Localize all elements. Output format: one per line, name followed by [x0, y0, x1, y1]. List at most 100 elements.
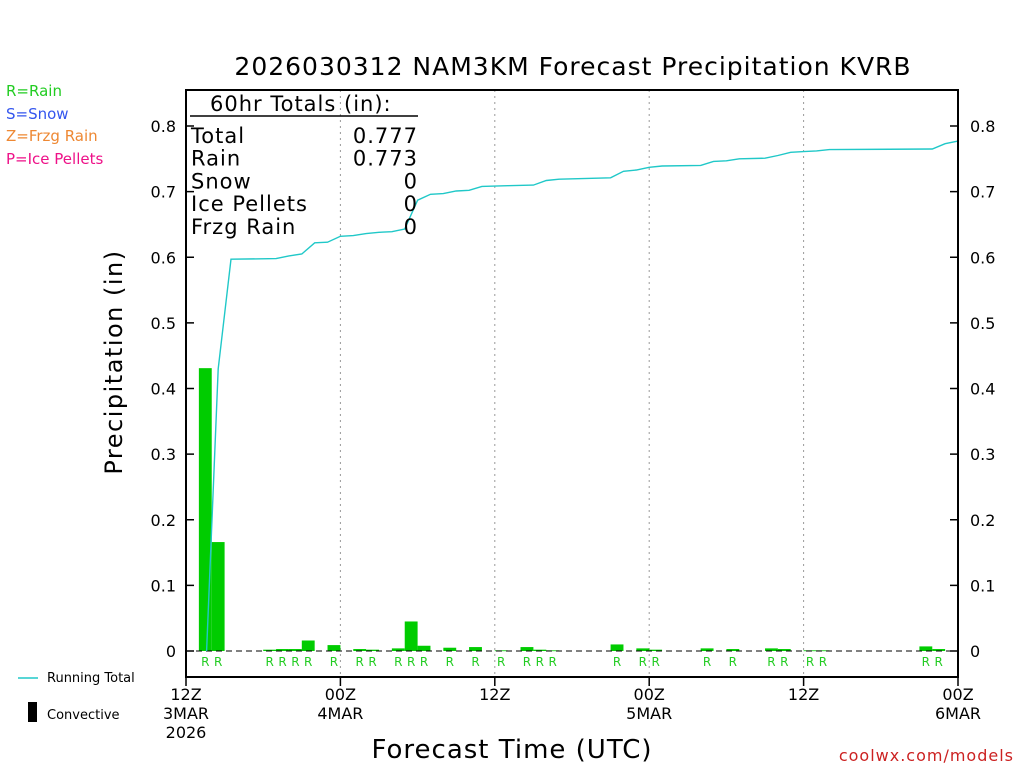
totals-box: 60hr Totals (in): Total 0.777 Rain 0.773 Sno…: [190, 92, 418, 239]
precip-type-letter: R: [368, 655, 376, 669]
precip-type-letter: R: [278, 655, 286, 669]
y-axis-label: Precipitation (in): [100, 249, 128, 474]
legend-convective-swatch: [28, 702, 37, 722]
totals-header: 60hr Totals (in):: [210, 92, 392, 116]
y-tick-label-right: 0.2: [970, 511, 995, 530]
precip-type-letter: R: [536, 655, 544, 669]
y-axis-left: 0 0.1 0.2 0.3 0.4 0.5 0.6 0.7 0.8: [151, 117, 194, 661]
precip-bar: [700, 648, 714, 651]
precip-bar: [816, 650, 830, 652]
precip-type-letter: R: [703, 655, 711, 669]
precip-type-letter: R: [304, 655, 312, 669]
precip-bar: [391, 648, 405, 651]
precip-bar: [726, 649, 740, 651]
precip-type-letter: R: [394, 655, 402, 669]
precip-bar: [520, 647, 534, 651]
precip-bar: [469, 647, 482, 651]
precip-type-letter: R: [356, 655, 364, 669]
x-tick-label: 6MAR: [935, 704, 981, 723]
precip-bar: [636, 648, 650, 651]
x-tick-label: 00Z: [325, 685, 356, 704]
precip-type-letter: R: [549, 655, 557, 669]
type-legend-snow: S=Snow: [6, 105, 69, 123]
running-total-line: [205, 140, 959, 652]
x-tick-label: 5MAR: [626, 704, 672, 723]
precip-bar: [443, 647, 457, 651]
y-tick-label-right: 0.1: [970, 576, 995, 595]
totals-row-label: Snow: [191, 169, 252, 193]
precip-type-letter: R: [291, 655, 299, 669]
precip-bar: [276, 649, 289, 651]
precip-type-letter: R: [407, 655, 415, 669]
type-legend-rain: R=Rain: [6, 82, 62, 100]
x-tick-label: 00Z: [634, 685, 665, 704]
precip-type-letter: R: [420, 655, 428, 669]
precip-type-letter: R: [497, 655, 505, 669]
type-legend-ice-pellets: P=Ice Pellets: [6, 150, 103, 168]
precip-bar: [765, 648, 778, 651]
legend-running-total-label: Running Total: [47, 671, 135, 686]
y-tick-label-left: 0.2: [151, 511, 176, 530]
precip-bar: [301, 640, 315, 651]
y-tick-label-right: 0: [970, 642, 980, 661]
precip-bar: [353, 649, 367, 651]
chart-title: 2026030312 NAM3KM Forecast Precipitation…: [234, 52, 911, 81]
x-tick-label: 12Z: [479, 685, 510, 704]
x-axis-label: Forecast Time (UTC): [371, 735, 652, 765]
plot-frame: [185, 89, 959, 678]
precip-bar: [404, 621, 418, 651]
precip-type-letter: R: [922, 655, 930, 669]
totals-row-label: Ice Pellets: [191, 192, 308, 216]
precip-type-letter: R: [767, 655, 775, 669]
y-tick-label-right: 0.8: [970, 117, 995, 136]
precip-bar: [649, 649, 663, 651]
precip-type-letter: R: [265, 655, 273, 669]
precip-bar: [777, 649, 791, 651]
x-tick-label: 12Z: [788, 685, 819, 704]
totals-row-label: Rain: [191, 147, 241, 171]
type-legend-frzg-rain: Z=Frzg Rain: [6, 127, 98, 145]
precip-bar: [932, 649, 946, 651]
totals-row-label: Frzg Rain: [191, 215, 296, 239]
precip-bar: [263, 649, 277, 651]
y-tick-label-left: 0.7: [151, 183, 176, 202]
precip-bar: [610, 644, 624, 651]
x-gridlines: [339, 90, 805, 677]
y-tick-label-left: 0: [166, 642, 176, 661]
x-tick-label: 00Z: [942, 685, 973, 704]
type-legend: R=Rain S=Snow Z=Frzg Rain P=Ice Pellets: [6, 82, 103, 168]
precip-bar: [327, 645, 341, 651]
totals-row-value: 0: [404, 169, 418, 193]
y-axis-right: 0 0.1 0.2 0.3 0.4 0.5 0.6 0.7 0.8: [950, 117, 995, 661]
precip-type-letter: R: [214, 655, 222, 669]
y-tick-label-left: 0.4: [151, 380, 176, 399]
precip-type-letter: R: [446, 655, 454, 669]
precip-bar: [211, 542, 225, 651]
precip-type-letter: R: [780, 655, 788, 669]
credit-text: coolwx.com/models: [839, 746, 1014, 765]
precip-type-letter: R: [330, 655, 338, 669]
precip-bar: [417, 645, 431, 651]
precip-bar: [198, 368, 212, 651]
precip-type-letter: R: [729, 655, 737, 669]
totals-row-value: 0.777: [353, 124, 418, 148]
y-tick-label-right: 0.5: [970, 314, 995, 333]
precip-bar: [546, 650, 560, 652]
totals-row-value: 0.773: [353, 147, 418, 171]
precip-bar: [919, 646, 933, 651]
precip-type-letter: R: [806, 655, 814, 669]
x-tick-label: 4MAR: [317, 704, 363, 723]
totals-row-value: 0: [404, 215, 418, 239]
y-tick-label-left: 0.1: [151, 576, 176, 595]
legend-convective-label: Convective: [47, 708, 120, 723]
y-tick-label-left: 0.3: [151, 445, 176, 464]
totals-row-label: Total: [190, 124, 245, 148]
x-tick-label: 3MAR: [163, 704, 209, 723]
y-tick-label-right: 0.6: [970, 248, 995, 267]
y-tick-label-left: 0.8: [151, 117, 176, 136]
precip-bar: [288, 649, 302, 651]
precip-type-letter: R: [523, 655, 531, 669]
